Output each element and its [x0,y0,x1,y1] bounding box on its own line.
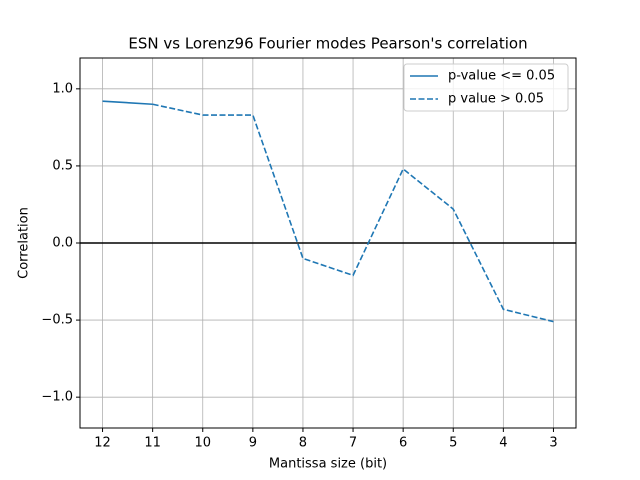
y-axis-label: Correlation [17,207,32,279]
x-tick-label: 8 [299,436,307,451]
x-axis-label: Mantissa size (bit) [269,457,387,472]
y-tick-label: 1.0 [52,81,73,96]
legend-label: p value > 0.05 [448,92,544,107]
legend-box [403,63,569,112]
x-tick-label: 5 [449,436,457,451]
series-line [102,100,153,106]
x-tick-label: 9 [249,436,257,451]
x-tick-label: 10 [194,436,211,451]
series-line [152,103,554,323]
y-tick-label: −0.5 [41,313,73,328]
x-tick-label: 11 [144,436,161,451]
legend-label: p-value <= 0.05 [448,69,555,84]
chart-title: ESN vs Lorenz96 Fourier modes Pearson's … [128,35,527,53]
y-tick-label: −1.0 [41,390,73,405]
x-tick-label: 12 [94,436,111,451]
y-tick-label: 0.0 [52,236,73,251]
x-tick-label: 3 [549,436,557,451]
plot-frame [79,57,577,429]
x-tick-label: 7 [349,436,357,451]
y-tick-label: 0.5 [52,158,73,173]
x-tick-label: 6 [399,436,407,451]
x-tick-label: 4 [499,436,507,451]
